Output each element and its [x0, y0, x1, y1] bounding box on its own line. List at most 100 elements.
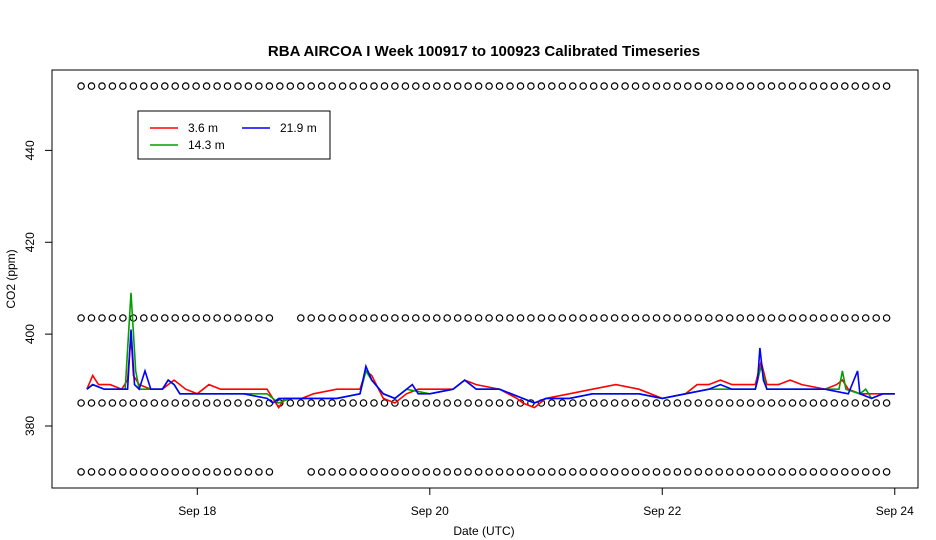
reference-marker	[443, 399, 452, 407]
reference-marker	[474, 82, 483, 90]
reference-marker	[600, 82, 608, 90]
reference-marker	[861, 82, 870, 90]
reference-marker	[401, 314, 410, 322]
reference-marker	[213, 314, 221, 322]
reference-marker	[547, 314, 556, 322]
reference-marker	[673, 468, 682, 476]
reference-marker	[746, 314, 755, 322]
reference-marker	[192, 82, 200, 90]
reference-marker	[663, 399, 671, 407]
x-tick-label: Sep 18	[178, 504, 216, 518]
reference-marker	[453, 399, 462, 407]
reference-marker	[715, 314, 724, 322]
reference-marker	[547, 468, 556, 476]
reference-marker	[192, 314, 200, 322]
reference-marker	[411, 82, 420, 90]
reference-marker	[338, 314, 347, 322]
legend: 3.6 m 14.3 m 21.9 m	[137, 110, 331, 160]
reference-marker	[621, 399, 629, 407]
reference-marker	[757, 314, 765, 322]
y-axis-label: CO2 (ppm)	[4, 249, 18, 308]
reference-marker	[788, 314, 797, 322]
reference-marker	[882, 468, 891, 476]
reference-marker	[788, 399, 797, 407]
reference-marker	[610, 399, 619, 407]
reference-marker	[506, 82, 514, 90]
reference-marker	[223, 399, 232, 407]
reference-marker	[715, 399, 724, 407]
reference-marker	[704, 82, 713, 90]
x-axis-label: Date (UTC)	[453, 524, 514, 538]
reference-marker	[411, 314, 420, 322]
legend-label: 3.6 m	[188, 121, 218, 135]
reference-marker	[119, 82, 127, 90]
reference-marker	[652, 82, 661, 90]
reference-marker	[202, 468, 211, 476]
reference-marker	[432, 468, 441, 476]
reference-marker	[600, 399, 608, 407]
reference-marker	[265, 314, 274, 322]
reference-marker	[87, 399, 96, 407]
reference-marker	[547, 82, 556, 90]
reference-marker	[778, 82, 786, 90]
reference-marker	[683, 468, 692, 476]
reference-marker	[694, 468, 703, 476]
reference-marker	[809, 399, 818, 407]
reference-marker	[317, 399, 326, 407]
reference-marker	[244, 468, 253, 476]
reference-marker	[140, 399, 148, 407]
reference-marker	[683, 82, 692, 90]
reference-marker	[851, 468, 860, 476]
legend-label: 14.3 m	[188, 138, 225, 152]
reference-marker	[255, 82, 263, 90]
reference-marker	[579, 82, 588, 90]
reference-marker	[432, 314, 441, 322]
reference-marker	[223, 468, 232, 476]
reference-marker	[359, 399, 368, 407]
reference-marker	[642, 468, 650, 476]
reference-marker	[767, 468, 776, 476]
reference-marker	[621, 82, 629, 90]
reference-marker	[286, 399, 295, 407]
reference-marker	[830, 82, 839, 90]
reference-marker	[317, 468, 326, 476]
reference-marker	[422, 468, 431, 476]
reference-marker	[725, 399, 734, 407]
reference-marker	[129, 468, 138, 476]
reference-marker	[370, 314, 378, 322]
reference-marker	[140, 468, 148, 476]
reference-marker	[464, 82, 472, 90]
reference-marker	[244, 399, 253, 407]
reference-marker	[830, 399, 839, 407]
reference-marker	[495, 314, 504, 322]
reference-marker	[275, 82, 284, 90]
reference-marker	[673, 314, 682, 322]
reference-marker	[328, 314, 336, 322]
reference-marker	[558, 314, 567, 322]
reference-marker	[77, 399, 85, 407]
reference-marker	[830, 314, 839, 322]
reference-markers	[77, 82, 891, 476]
reference-marker	[516, 82, 525, 90]
reference-marker	[181, 314, 190, 322]
reference-marker	[579, 399, 588, 407]
reference-marker	[98, 399, 106, 407]
reference-marker	[506, 314, 514, 322]
reference-marker	[87, 314, 96, 322]
reference-marker	[600, 314, 608, 322]
reference-marker	[819, 314, 828, 322]
reference-marker	[338, 468, 347, 476]
reference-marker	[558, 468, 567, 476]
reference-marker	[443, 468, 452, 476]
reference-marker	[296, 399, 305, 407]
reference-marker	[171, 399, 180, 407]
reference-marker	[485, 399, 493, 407]
reference-marker	[725, 82, 734, 90]
reference-marker	[150, 468, 159, 476]
reference-marker	[537, 314, 546, 322]
reference-marker	[631, 82, 640, 90]
reference-marker	[872, 314, 881, 322]
reference-marker	[610, 468, 619, 476]
reference-marker	[506, 399, 514, 407]
reference-marker	[87, 468, 96, 476]
